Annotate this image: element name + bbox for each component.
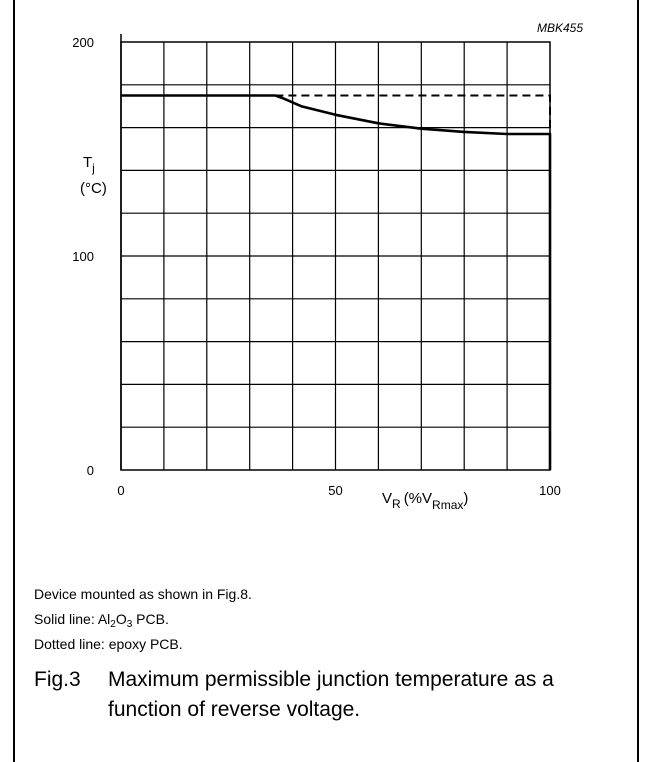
y-axis-symbol: T xyxy=(83,154,92,171)
notes: Device mounted as shown in Fig.8. Solid … xyxy=(34,582,252,657)
y-tick-label: 200 xyxy=(72,35,94,50)
x-axis-unit-open: (%V xyxy=(404,490,432,507)
x-axis-unit-close: ) xyxy=(463,490,468,507)
x-axis-subscript: R xyxy=(392,497,401,511)
note-solid-line: Solid line: Al2O3 PCB. xyxy=(34,607,252,632)
figure-number: Fig.3 xyxy=(34,668,81,691)
y-axis-label: Tj xyxy=(83,154,95,175)
x-tick-label: 0 xyxy=(117,483,124,498)
note-solid-sub1: 2 xyxy=(110,619,116,630)
note-mounting: Device mounted as shown in Fig.8. xyxy=(34,586,252,602)
note-solid-mid: O xyxy=(115,611,127,627)
x-axis-label: VR (%VRmax) xyxy=(382,490,468,512)
series-solid-line xyxy=(121,94,552,470)
chart-id-label: MBK455 xyxy=(537,21,583,35)
y-tick-label: 0 xyxy=(87,463,94,478)
x-axis-unit-subscript: Rmax xyxy=(432,498,463,512)
x-axis-symbol: V xyxy=(382,490,392,507)
grid xyxy=(121,42,550,470)
figure-frame xyxy=(13,0,639,762)
figure-caption-text: Maximum permissible junction temperature… xyxy=(108,668,554,721)
note-solid-prefix: Solid line: Al xyxy=(34,611,111,627)
note-solid-sub2: 3 xyxy=(126,619,133,630)
note-dotted-line: Dotted line: epoxy PCB. xyxy=(34,636,183,652)
y-tick-label: 100 xyxy=(72,249,94,264)
tick-labels: 0 50 100 0 100 200 xyxy=(72,35,561,498)
x-tick-label: 100 xyxy=(539,483,561,498)
x-tick-label: 50 xyxy=(328,483,342,498)
axis-frame xyxy=(120,34,551,471)
y-axis-subscript: j xyxy=(91,161,95,175)
y-axis-unit: (°C) xyxy=(80,180,107,197)
note-solid-suffix: PCB. xyxy=(132,611,169,627)
